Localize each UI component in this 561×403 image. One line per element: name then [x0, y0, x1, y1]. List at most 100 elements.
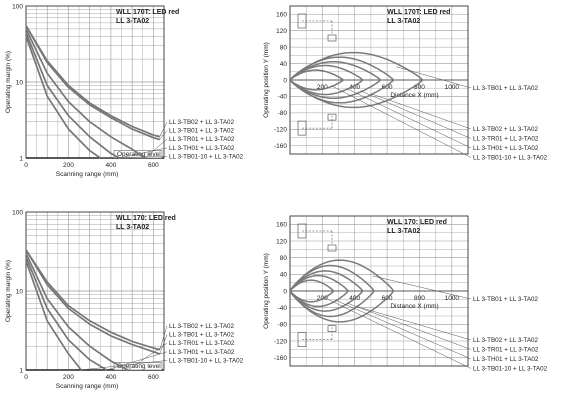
x-tick-label: 400 [105, 162, 116, 169]
series-line [288, 64, 364, 96]
x-axis-label: Scanning range (mm) [56, 383, 119, 390]
series-line [288, 60, 382, 100]
legend-label: LL 3-TR01 + LL 3-TA02 [169, 340, 235, 347]
legend-leader [331, 85, 472, 158]
series-line [289, 264, 376, 318]
legend-label: LL 3-TR01 + LL 3-TA02 [473, 347, 539, 354]
chart-title: WLL 170: LED red [387, 219, 447, 226]
y-tick-label: 40 [280, 61, 288, 68]
y-tick-label: -120 [274, 338, 287, 345]
legend-label: LL 3-TB02 + LL 3-TA02 [169, 119, 235, 126]
series-line [25, 35, 101, 159]
x-axis-label: Scanning range (mm) [56, 171, 119, 178]
legend-leader [355, 305, 472, 341]
y-tick-label: 10 [16, 288, 24, 295]
legend-label: LL 3-TB01 + LL 3-TA02 [169, 128, 235, 135]
x-tick-label: 400 [349, 84, 360, 91]
series-line [288, 69, 345, 91]
legend-label: LL 3-TB01-10 + LL 3-TA02 [473, 155, 548, 162]
legend-leader [323, 297, 472, 369]
legend-label: LL 3-TB02 + LL 3-TA02 [169, 323, 235, 330]
y-tick-label: 120 [276, 28, 287, 35]
legend-leader [159, 130, 168, 140]
y-axis-label: Operating margin (%) [5, 51, 12, 113]
y-tick-label: 0 [283, 288, 287, 295]
legend-leader [346, 88, 472, 149]
operating-level-label: Operating level [117, 363, 161, 370]
legend-leader [119, 147, 168, 159]
x-tick-label: 800 [414, 84, 425, 91]
legend-label: LL 3-TH01 + LL 3-TA02 [169, 145, 235, 152]
y-tick-label: -80 [278, 110, 288, 117]
series-line [25, 32, 120, 159]
legend-leader [159, 325, 168, 350]
x-tick-label: 1000 [445, 295, 460, 302]
y-tick-label: 120 [276, 238, 287, 245]
x-tick-label: 200 [63, 374, 74, 381]
legend-leader [370, 93, 472, 130]
x-tick-label: 800 [414, 295, 425, 302]
series-line [289, 270, 364, 312]
y-tick-label: -120 [274, 127, 287, 134]
legend-leader [100, 156, 168, 159]
series-line [25, 249, 161, 355]
legend-leader [159, 334, 168, 354]
x-tick-label: 0 [24, 162, 28, 169]
y-tick-label: -80 [278, 322, 288, 329]
y-tick-label: 40 [280, 272, 288, 279]
y-tick-label: -160 [274, 355, 287, 362]
chart-title: WLL 170T: LED red [116, 9, 179, 16]
x-tick-label: 400 [105, 374, 116, 381]
legend-leader [360, 90, 472, 139]
series-line [288, 56, 395, 104]
y-axis-label: Operating position Y (mm) [263, 42, 270, 118]
x-tick-label: 200 [317, 84, 328, 91]
legend-label: LL 3-TB01-10 + LL 3-TA02 [473, 366, 548, 373]
legend-label: LL 3-TB01 + LL 3-TA02 [473, 85, 539, 92]
chart-title: WLL 170T: LED red [387, 9, 450, 16]
legend-leader [335, 299, 472, 360]
x-tick-label: 600 [148, 374, 159, 381]
legend-label: LL 3-TB02 + LL 3-TA02 [473, 126, 539, 133]
y-axis-label: Operating position Y (mm) [263, 253, 270, 329]
legend-label: LL 3-TB02 + LL 3-TA02 [473, 337, 539, 344]
chart-subtitle: LL 3-TA02 [116, 224, 149, 231]
legend-label: LL 3-TH01 + LL 3-TA02 [169, 349, 235, 356]
legend-leader [106, 351, 168, 371]
y-tick-label: 1 [19, 155, 23, 162]
series-line [289, 279, 335, 303]
y-tick-label: 100 [12, 209, 23, 216]
legend-leader [81, 360, 168, 371]
series-line [289, 274, 350, 308]
series-line [25, 256, 108, 371]
legend-leader [144, 139, 168, 159]
chart-operating-margin-170: Operating level 0 200 400 600 1 10 100 Scanning … [5, 209, 244, 390]
legend-label: LL 3-TR01 + LL 3-TA02 [473, 136, 539, 143]
series-line [25, 260, 82, 371]
x-axis-label: Distance X (mm) [390, 303, 438, 310]
series-line [25, 28, 146, 159]
y-tick-label: -160 [274, 143, 287, 150]
chart-subtitle: LL 3-TA02 [387, 18, 420, 25]
y-tick-label: -40 [278, 305, 288, 312]
legend-leader [346, 302, 472, 350]
y-tick-label: 160 [276, 12, 287, 19]
y-axis-label: Operating margin (%) [5, 260, 12, 322]
legend-leader [127, 342, 168, 371]
legend-label: LL 3-TB01 + LL 3-TA02 [169, 332, 235, 339]
chart-title: WLL 170: LED red [116, 215, 176, 222]
y-tick-label: 80 [280, 44, 288, 51]
x-axis-label: Distance X (mm) [390, 92, 438, 99]
legend-leader [396, 66, 472, 89]
series-line [25, 25, 161, 141]
legend-label: LL 3-TB01 + LL 3-TA02 [473, 296, 539, 303]
x-tick-label: 600 [148, 162, 159, 169]
sketch-receiver [327, 113, 337, 121]
series-line [25, 25, 161, 138]
y-tick-label: 10 [16, 79, 24, 86]
sketch-receiver [327, 244, 337, 252]
x-tick-label: 1000 [445, 84, 460, 91]
x-tick-label: 600 [382, 84, 393, 91]
